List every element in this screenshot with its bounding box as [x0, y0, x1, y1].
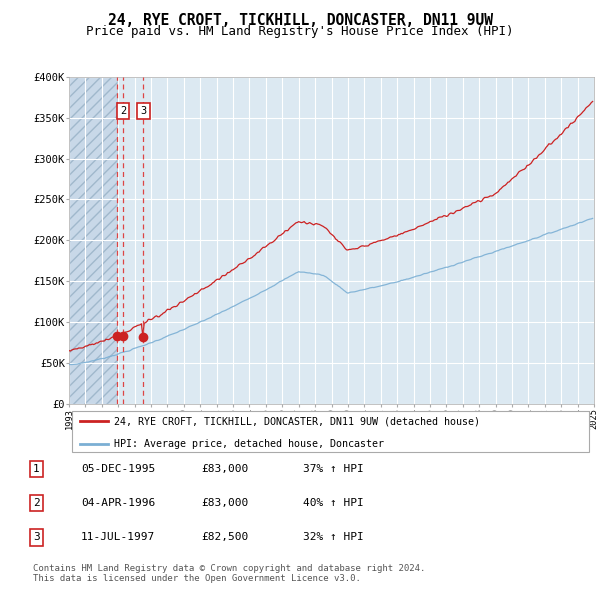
Bar [69, 77, 117, 404]
Text: Contains HM Land Registry data © Crown copyright and database right 2024.
This d: Contains HM Land Registry data © Crown c… [33, 563, 425, 583]
Text: 2: 2 [120, 106, 126, 116]
Text: 24, RYE CROFT, TICKHILL, DONCASTER, DN11 9UW: 24, RYE CROFT, TICKHILL, DONCASTER, DN11… [107, 13, 493, 28]
Text: 3: 3 [140, 106, 146, 116]
FancyBboxPatch shape [71, 411, 589, 452]
Text: 24, RYE CROFT, TICKHILL, DONCASTER, DN11 9UW (detached house): 24, RYE CROFT, TICKHILL, DONCASTER, DN11… [113, 416, 479, 426]
Text: 37% ↑ HPI: 37% ↑ HPI [303, 464, 364, 474]
Text: 04-APR-1996: 04-APR-1996 [81, 499, 155, 508]
Text: 2: 2 [33, 499, 40, 508]
Bar [69, 77, 117, 404]
Text: £82,500: £82,500 [201, 533, 248, 542]
Text: £83,000: £83,000 [201, 464, 248, 474]
Text: Price paid vs. HM Land Registry's House Price Index (HPI): Price paid vs. HM Land Registry's House … [86, 25, 514, 38]
Text: 32% ↑ HPI: 32% ↑ HPI [303, 533, 364, 542]
Text: HPI: Average price, detached house, Doncaster: HPI: Average price, detached house, Donc… [113, 439, 383, 449]
Text: 11-JUL-1997: 11-JUL-1997 [81, 533, 155, 542]
Text: 40% ↑ HPI: 40% ↑ HPI [303, 499, 364, 508]
Text: £83,000: £83,000 [201, 499, 248, 508]
Text: 3: 3 [33, 533, 40, 542]
Text: 05-DEC-1995: 05-DEC-1995 [81, 464, 155, 474]
Text: 1: 1 [33, 464, 40, 474]
